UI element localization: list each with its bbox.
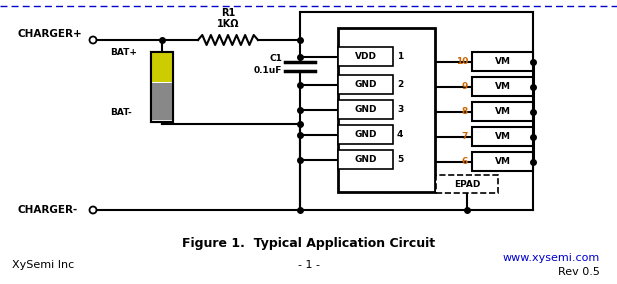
Text: www.xysemi.com: www.xysemi.com bbox=[503, 253, 600, 263]
Text: 7: 7 bbox=[462, 132, 468, 141]
Text: 4: 4 bbox=[397, 130, 404, 139]
Text: VM: VM bbox=[494, 107, 510, 116]
Text: 5: 5 bbox=[397, 155, 404, 164]
Text: 2: 2 bbox=[397, 80, 404, 89]
Bar bbox=[151, 52, 173, 122]
Text: - 1 -: - 1 - bbox=[297, 260, 320, 270]
Bar bbox=[151, 52, 173, 122]
Bar bbox=[152, 53, 172, 82]
Text: GND: GND bbox=[354, 80, 377, 89]
Text: CHARGER-: CHARGER- bbox=[18, 205, 78, 215]
Text: 9: 9 bbox=[462, 82, 468, 91]
Text: VDD: VDD bbox=[355, 52, 376, 61]
Text: BAT-: BAT- bbox=[110, 108, 132, 116]
Text: VM: VM bbox=[494, 57, 510, 66]
Bar bbox=[472, 77, 533, 96]
Text: 8: 8 bbox=[462, 107, 468, 116]
Text: CHARGER+: CHARGER+ bbox=[18, 29, 83, 39]
Bar bbox=[472, 52, 533, 71]
Text: VM: VM bbox=[494, 82, 510, 91]
Text: 1: 1 bbox=[397, 52, 404, 61]
Bar bbox=[338, 75, 393, 94]
Bar bbox=[338, 150, 393, 169]
Bar bbox=[472, 127, 533, 146]
Bar bbox=[338, 100, 393, 119]
Bar bbox=[152, 83, 172, 120]
Text: VM: VM bbox=[494, 132, 510, 141]
Bar bbox=[338, 28, 435, 192]
Text: GND: GND bbox=[354, 130, 377, 139]
Text: 3: 3 bbox=[397, 105, 404, 114]
Text: GND: GND bbox=[354, 105, 377, 114]
Text: 10: 10 bbox=[455, 57, 468, 66]
Text: 1KΩ: 1KΩ bbox=[217, 19, 239, 29]
Text: GND: GND bbox=[354, 155, 377, 164]
Text: VM: VM bbox=[494, 157, 510, 166]
Text: 0.1uF: 0.1uF bbox=[254, 66, 282, 74]
Text: XySemi Inc: XySemi Inc bbox=[12, 260, 74, 270]
Bar bbox=[472, 152, 533, 171]
Text: Figure 1.  Typical Application Circuit: Figure 1. Typical Application Circuit bbox=[182, 237, 435, 250]
Bar bbox=[338, 125, 393, 144]
Text: R1: R1 bbox=[221, 8, 235, 18]
Bar bbox=[472, 102, 533, 121]
Bar bbox=[436, 175, 498, 193]
Text: Rev 0.5: Rev 0.5 bbox=[558, 267, 600, 277]
Text: C1: C1 bbox=[269, 53, 282, 62]
Text: 6: 6 bbox=[462, 157, 468, 166]
Bar bbox=[338, 47, 393, 66]
Text: EPAD: EPAD bbox=[454, 179, 480, 189]
Text: BAT+: BAT+ bbox=[110, 47, 137, 57]
